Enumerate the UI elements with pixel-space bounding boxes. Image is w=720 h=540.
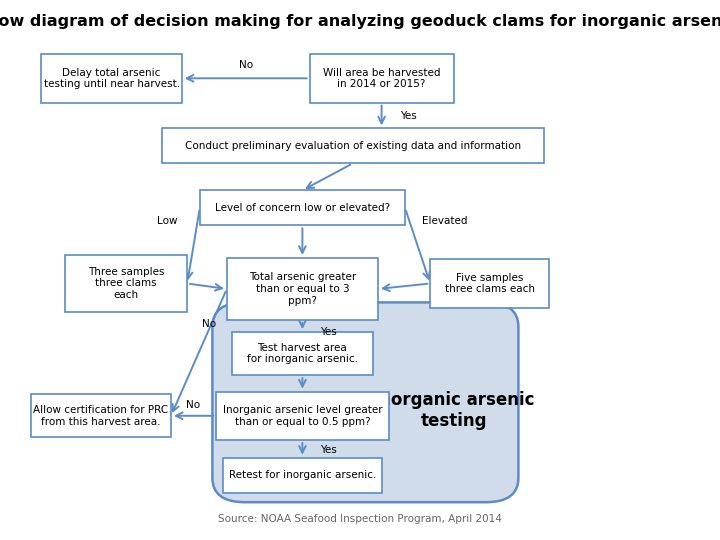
Text: No: No — [238, 60, 253, 70]
Bar — [162, 129, 544, 163]
Text: Inorganic arsenic
testing: Inorganic arsenic testing — [373, 391, 534, 430]
Bar — [223, 458, 382, 492]
Bar — [31, 394, 171, 437]
Bar — [232, 332, 373, 375]
Text: Will area be harvested
in 2014 or 2015?: Will area be harvested in 2014 or 2015? — [323, 68, 441, 89]
Bar — [42, 54, 181, 103]
Text: Inorganic arsenic level greater
than or equal to 0.5 ppm?: Inorganic arsenic level greater than or … — [222, 405, 382, 427]
Text: No: No — [202, 319, 216, 329]
Text: Yes: Yes — [320, 327, 337, 337]
Text: Elevated: Elevated — [422, 217, 467, 226]
Bar — [65, 255, 187, 312]
Bar — [216, 392, 389, 440]
Text: Conduct preliminary evaluation of existing data and information: Conduct preliminary evaluation of existi… — [185, 141, 521, 151]
Bar — [310, 54, 454, 103]
Text: No: No — [186, 400, 201, 410]
Bar — [431, 259, 549, 308]
Text: Flow diagram of decision making for analyzing geoduck clams for inorganic arseni: Flow diagram of decision making for anal… — [0, 14, 720, 29]
Text: Yes: Yes — [320, 445, 337, 455]
Text: Total arsenic greater
than or equal to 3
ppm?: Total arsenic greater than or equal to 3… — [249, 272, 356, 306]
Text: Low: Low — [157, 217, 178, 226]
Text: Test harvest area
for inorganic arsenic.: Test harvest area for inorganic arsenic. — [247, 343, 358, 364]
Text: Five samples
three clams each: Five samples three clams each — [445, 273, 534, 294]
Text: Yes: Yes — [400, 111, 416, 121]
Text: Source: NOAA Seafood Inspection Program, April 2014: Source: NOAA Seafood Inspection Program,… — [218, 515, 502, 524]
FancyBboxPatch shape — [212, 302, 518, 502]
Text: Retest for inorganic arsenic.: Retest for inorganic arsenic. — [229, 470, 376, 480]
Bar — [199, 191, 405, 226]
Text: Level of concern low or elevated?: Level of concern low or elevated? — [215, 203, 390, 213]
Text: Delay total arsenic
testing until near harvest.: Delay total arsenic testing until near h… — [43, 68, 180, 89]
Text: Allow certification for PRC
from this harvest area.: Allow certification for PRC from this ha… — [33, 405, 168, 427]
Bar — [227, 258, 378, 320]
Text: Three samples
three clams
each: Three samples three clams each — [88, 267, 164, 300]
